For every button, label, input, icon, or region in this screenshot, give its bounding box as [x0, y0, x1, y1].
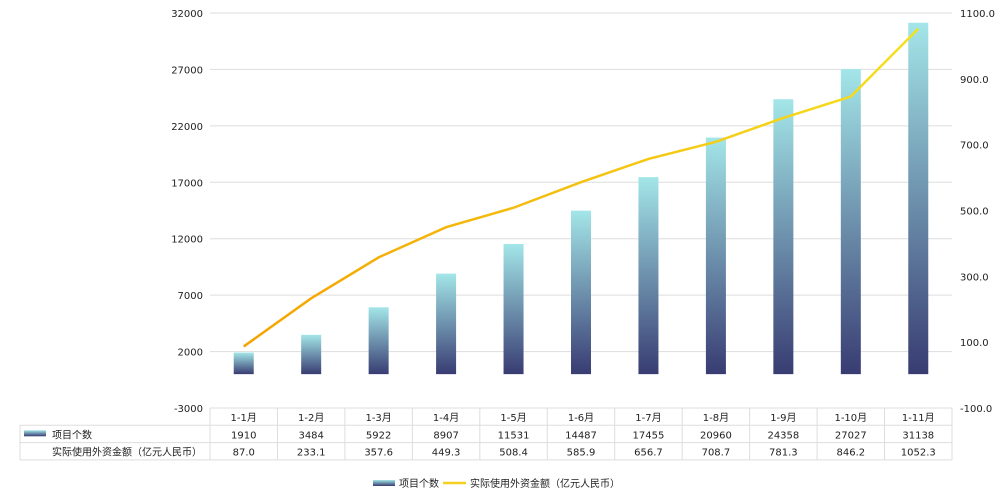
y-left-tick: 32000 — [171, 9, 203, 20]
y-left-tick: 27000 — [171, 65, 203, 76]
y-left-tick: 17000 — [171, 178, 203, 189]
bar — [908, 22, 929, 375]
y-right-tick: 500.0 — [960, 207, 989, 218]
y-right-tick: -100.0 — [960, 404, 992, 415]
y-right-tick: 100.0 — [960, 338, 989, 349]
table-cell: 508.4 — [499, 448, 528, 459]
table-row-label: 实际使用外资金额（亿元人民币） — [52, 446, 202, 459]
bar — [638, 177, 659, 375]
table-cell: 14487 — [565, 430, 597, 441]
bar — [571, 210, 591, 375]
bar — [705, 137, 726, 375]
y-left-tick: 2000 — [178, 348, 203, 359]
y-left-tick: 22000 — [171, 122, 203, 133]
category-label: 1-11月 — [902, 412, 935, 424]
y-right-tick: 700.0 — [960, 141, 989, 152]
category-label: 1-7月 — [635, 412, 661, 424]
legend-swatch-bar — [373, 480, 395, 486]
bar — [233, 352, 254, 375]
bar — [503, 244, 524, 375]
bar — [773, 99, 794, 375]
legend-label: 项目个数 — [399, 477, 439, 490]
table-cell: 20960 — [700, 430, 732, 441]
table-cell: 656.7 — [634, 448, 663, 459]
table-cell: 27027 — [835, 430, 867, 441]
table-cell: 17455 — [633, 430, 665, 441]
table-cell: 1910 — [231, 430, 256, 441]
table-cell: 1052.3 — [901, 448, 936, 459]
y-left-tick: 7000 — [178, 291, 203, 302]
table-cell: 8907 — [433, 430, 458, 441]
table-cell: 87.0 — [233, 448, 255, 459]
table-row-label: 项目个数 — [52, 428, 92, 441]
category-label: 1-3月 — [365, 412, 391, 424]
bar — [368, 307, 389, 375]
y-left-tick: 12000 — [171, 235, 203, 246]
legend-label: 实际使用外资金额（亿元人民币） — [470, 477, 620, 490]
table-cell: 11531 — [498, 430, 530, 441]
category-label: 1-10月 — [834, 412, 867, 424]
y-right-tick: 300.0 — [960, 272, 989, 283]
table-cell: 5922 — [366, 430, 391, 441]
bar — [840, 69, 861, 375]
bar — [436, 273, 457, 375]
y-left-tick: -3000 — [174, 404, 203, 415]
category-label: 1-8月 — [703, 412, 729, 424]
table-cell: 233.1 — [297, 448, 326, 459]
category-label: 1-6月 — [568, 412, 594, 424]
category-label: 1-5月 — [500, 412, 526, 424]
legend-swatch-bar — [24, 430, 46, 437]
table-cell: 585.9 — [567, 448, 596, 459]
category-label: 1-1月 — [231, 412, 257, 424]
category-label: 1-2月 — [298, 412, 324, 424]
bar — [301, 334, 322, 375]
table-cell: 24358 — [767, 430, 799, 441]
table-cell: 357.6 — [364, 448, 393, 459]
table-cell: 449.3 — [432, 448, 461, 459]
category-label: 1-9月 — [770, 412, 796, 424]
table-cell: 781.3 — [769, 448, 798, 459]
line-series — [243, 27, 920, 348]
table-cell: 846.2 — [836, 448, 865, 459]
table-cell: 31138 — [902, 430, 934, 441]
table-cell: 708.7 — [702, 448, 731, 459]
category-label: 1-4月 — [433, 412, 459, 424]
table-cell: 3484 — [298, 430, 323, 441]
y-right-tick: 1100.0 — [960, 9, 995, 20]
y-right-tick: 900.0 — [960, 75, 989, 86]
